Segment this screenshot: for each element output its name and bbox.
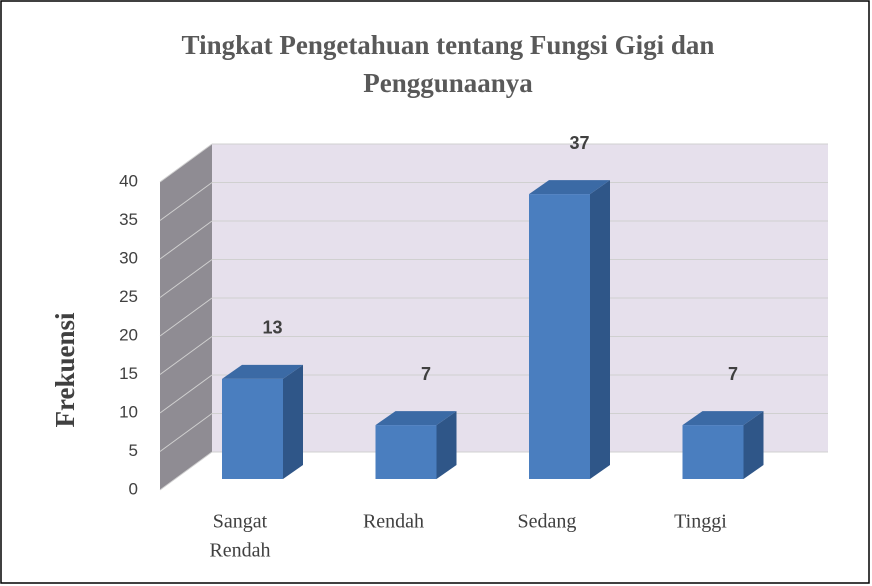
bar-side [743,411,764,479]
grid-line [159,220,213,260]
bar-side [283,364,303,479]
y-tick-label: 20 [119,325,138,344]
x-tick-label: Sangat [213,511,268,533]
data-label: 7 [728,364,738,384]
y-tick-label: 35 [119,210,138,229]
y-tick-label: 30 [119,248,138,267]
bar [529,194,590,479]
grid-line [159,413,213,452]
y-tick-label: 15 [119,364,138,383]
x-tick-label: Sedang [518,511,577,533]
bar [222,378,283,479]
y-tick-label: 40 [119,171,138,190]
bar-top [222,364,303,379]
chart-title: Penggunaanya [363,68,533,98]
bar-top [529,180,610,195]
grid-line [159,143,213,183]
bar-top [682,411,764,426]
y-tick-label: 5 [129,441,138,460]
bar [375,425,437,479]
data-label: 13 [262,318,282,338]
bar-top [375,411,457,426]
y-tick-label: 10 [119,402,138,421]
bar-side [436,411,457,479]
floor [160,452,828,490]
bar [682,425,744,479]
bar-side [590,180,610,479]
grid-line [159,451,213,491]
x-tick-label: Rendah [209,540,270,562]
grid-line [159,374,213,414]
x-tick-label: Tinggi [674,511,727,533]
chart-title: Tingkat Pengetahuan tentang Fungsi Gigi … [182,30,715,60]
grid-line [159,259,213,298]
grid-line [159,182,213,221]
y-tick-label: 0 [129,479,138,498]
data-label: 37 [569,133,589,153]
y-tick-label: 25 [119,287,138,306]
y-axis-label: Frekuensi [50,312,80,428]
x-tick-label: Rendah [363,511,424,533]
data-label: 7 [421,364,431,384]
grid-line [159,336,213,375]
grid-line [159,297,213,337]
